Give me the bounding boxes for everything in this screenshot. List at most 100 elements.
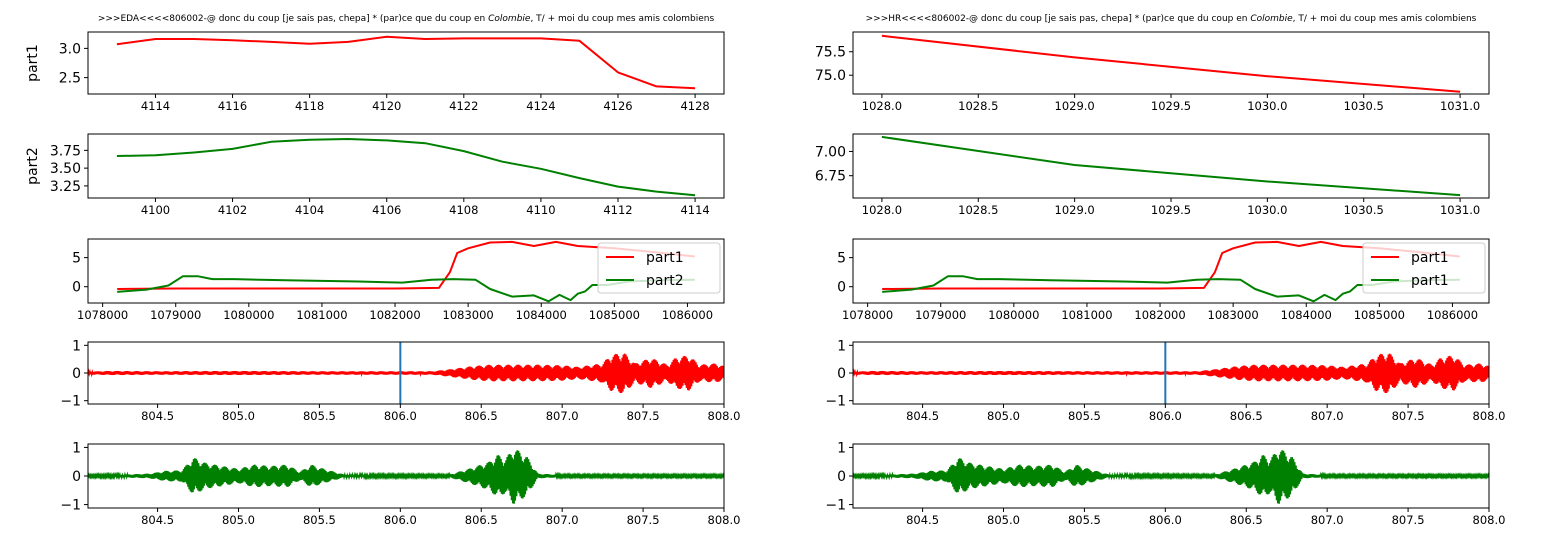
x-tick-label: 807.0	[1311, 409, 1344, 423]
x-tick-label: 4108	[449, 203, 478, 217]
legend: part1 part1	[1362, 242, 1486, 294]
y-tick-label: 75.5	[815, 45, 846, 61]
series-line	[882, 275, 1460, 303]
x-tick-label: 1084000	[1281, 308, 1332, 322]
x-tick-label: 805.5	[303, 513, 336, 527]
panel-hr_part1: 1028.0 1028.5 1029.0 1029.5 1030.0 1030.5 1031…	[815, 14, 1490, 113]
plot-area	[853, 450, 1489, 504]
plot-area	[116, 138, 696, 197]
legend-label: part1	[646, 250, 684, 266]
x-tick-label: 1031.0	[1440, 203, 1480, 217]
x-tick-label: 807.5	[1392, 513, 1425, 527]
plot-area	[88, 342, 724, 404]
y-tick-label: 0	[837, 280, 846, 296]
x-tick-label: 804.5	[906, 513, 939, 527]
series-line	[117, 275, 695, 303]
y-tick-label: 3.0	[59, 41, 81, 57]
chart-title: >>>HR<<<<806002-@ donc du coup [je sais …	[866, 14, 1477, 24]
panel-eda_combined: 1078000 1079000 1080000 1081000 1082000 10830…	[72, 238, 725, 322]
x-tick-label: 1079000	[915, 308, 966, 322]
axes-frame	[87, 133, 725, 199]
x-tick-label: 1084000	[516, 308, 567, 322]
x-tick-label: 1030.0	[1247, 99, 1287, 113]
y-tick-label: 0	[837, 469, 846, 485]
x-tick-label: 1082000	[369, 308, 420, 322]
x-tick-label: 1079000	[150, 308, 201, 322]
x-tick-label: 1078000	[77, 308, 128, 322]
x-tick-label: 4128	[680, 99, 709, 113]
plot-area	[853, 342, 1489, 404]
x-tick-label: 1029.0	[1055, 99, 1095, 113]
plot-area	[882, 240, 1460, 303]
x-tick-label: 808.0	[1473, 409, 1506, 423]
x-tick-label: 4126	[603, 99, 632, 113]
plot-area	[881, 34, 1461, 93]
x-tick-label: 1029.5	[1151, 99, 1191, 113]
x-tick-label: 1085000	[1354, 308, 1405, 322]
axes-frame	[852, 238, 1490, 304]
legend: part1 part2	[597, 242, 721, 294]
series-line	[88, 450, 724, 504]
panel-eda_part2: 4100 4102 4104 4106 4108 4110 4112 4114 3.25 3.50…	[25, 133, 725, 217]
y-tick-label: 1	[72, 338, 81, 354]
x-tick-label: 1083000	[1208, 308, 1259, 322]
y-tick-label: 5	[72, 251, 81, 267]
y-tick-label: 0	[72, 469, 81, 485]
x-tick-label: 4114	[680, 203, 709, 217]
series-line	[88, 353, 724, 394]
plot-area	[116, 35, 696, 90]
y-tick-label: 1	[837, 440, 846, 456]
series-line	[853, 353, 1489, 394]
x-tick-label: 4120	[372, 99, 401, 113]
panel-eda_part1: 4114 4116 4118 4120 4122 4124 4126 4128 2.5 3.0 pa…	[25, 14, 725, 113]
legend-label: part1	[1411, 250, 1449, 266]
y-tick-label: 7.00	[815, 144, 846, 160]
y-tick-label: 1	[837, 338, 846, 354]
x-tick-label: 4124	[526, 99, 555, 113]
x-tick-label: 808.0	[708, 409, 741, 423]
x-tick-label: 1080000	[223, 308, 274, 322]
x-tick-label: 805.5	[1068, 513, 1101, 527]
x-tick-label: 806.0	[384, 513, 417, 527]
x-tick-label: 1081000	[296, 308, 347, 322]
x-tick-label: 4118	[295, 99, 324, 113]
x-tick-label: 807.5	[627, 409, 660, 423]
x-tick-label: 807.5	[1392, 409, 1425, 423]
x-tick-label: 807.5	[627, 513, 660, 527]
x-tick-label: 804.5	[141, 409, 174, 423]
x-tick-label: 808.0	[1473, 513, 1506, 527]
plot-area	[88, 450, 724, 504]
x-tick-label: 4114	[141, 99, 170, 113]
axes-frame	[87, 238, 725, 304]
y-tick-label: 3.25	[50, 179, 81, 195]
x-tick-label: 1028.5	[958, 99, 998, 113]
x-tick-label: 4122	[449, 99, 478, 113]
series-line	[881, 34, 1461, 93]
x-tick-label: 1028.5	[958, 203, 998, 217]
x-tick-label: 806.5	[1230, 409, 1263, 423]
series-line	[116, 35, 696, 90]
x-tick-label: 1083000	[443, 308, 494, 322]
x-tick-label: 804.5	[141, 513, 174, 527]
x-tick-label: 805.0	[222, 513, 255, 527]
x-tick-label: 806.5	[465, 513, 498, 527]
x-tick-label: 804.5	[906, 409, 939, 423]
x-tick-label: 1082000	[1134, 308, 1185, 322]
y-tick-label: 6.75	[815, 169, 846, 185]
series-line	[881, 135, 1461, 197]
panel-eda_wave2: 804.5 805.0 805.5 806.0 806.5 807.0 807.5 808.0…	[60, 440, 740, 527]
x-tick-label: 805.0	[987, 513, 1020, 527]
x-tick-label: 1086000	[1427, 308, 1478, 322]
x-tick-label: 806.0	[1149, 409, 1182, 423]
y-axis-label: part2	[25, 147, 41, 185]
y-tick-label: 5	[837, 251, 846, 267]
x-tick-label: 807.0	[546, 409, 579, 423]
x-tick-label: 4102	[218, 203, 247, 217]
x-tick-label: 4116	[218, 99, 247, 113]
series-line	[882, 240, 1460, 290]
axes-frame	[852, 133, 1490, 199]
chart-title: >>>EDA<<<<806002-@ donc du coup [je sais…	[98, 14, 715, 24]
x-tick-label: 1030.0	[1247, 203, 1287, 217]
panel-hr_wave2: 804.5 805.0 805.5 806.0 806.5 807.0 807.5 808.0…	[825, 440, 1505, 527]
